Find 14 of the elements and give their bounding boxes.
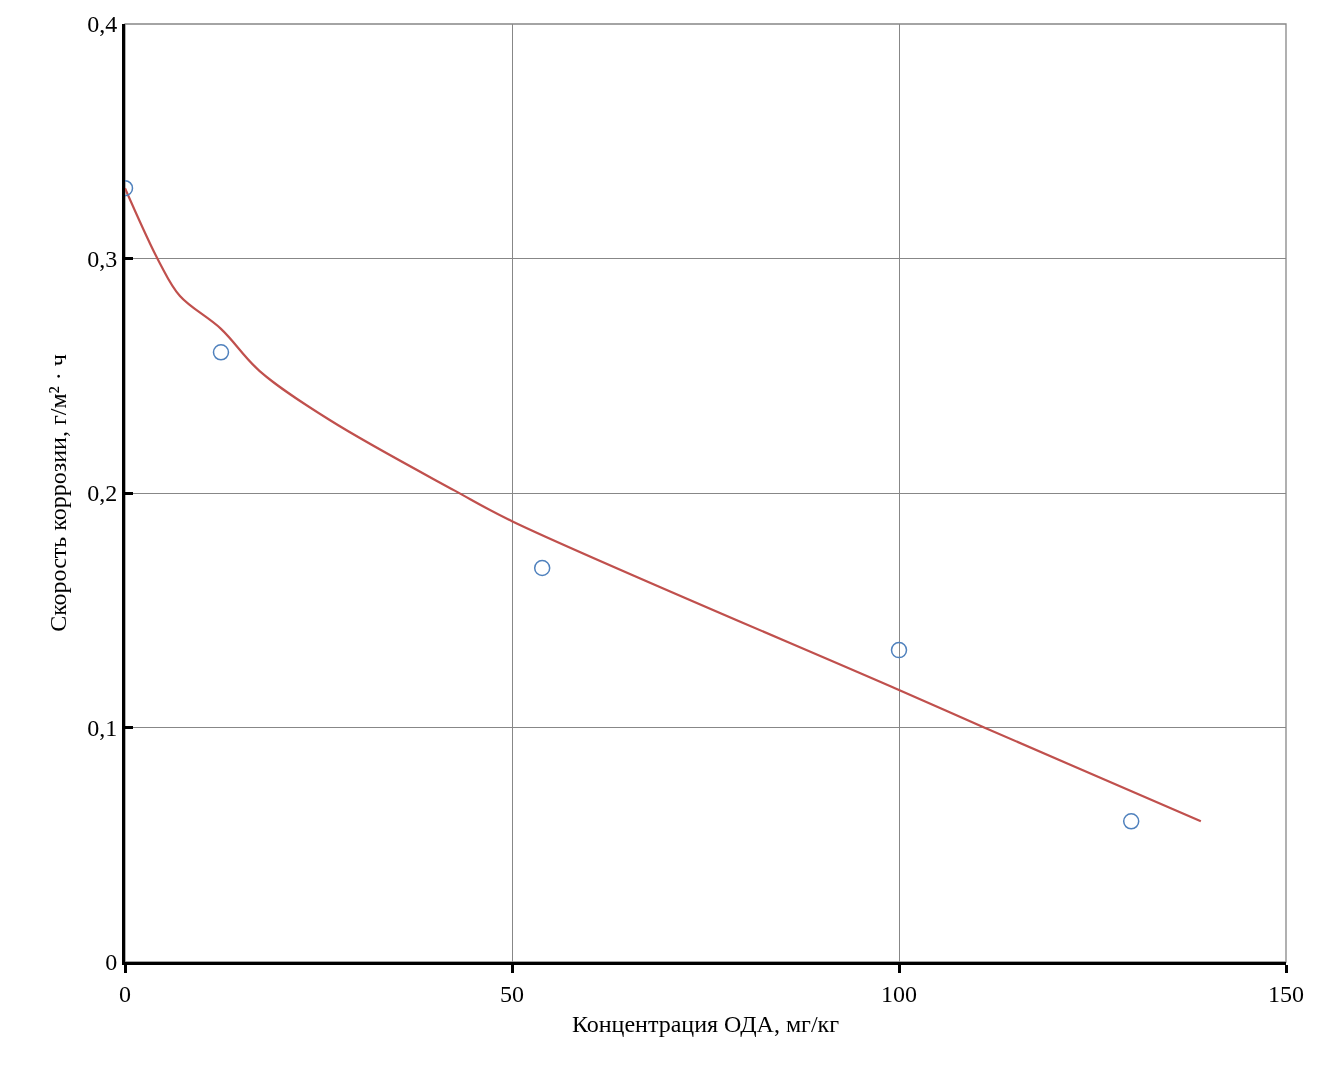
point xyxy=(212,344,230,361)
y-tick-label: 0,4 xyxy=(87,11,118,38)
x-tick-label: 50 xyxy=(500,980,524,1007)
x-tick-label: 100 xyxy=(881,980,917,1007)
point xyxy=(1122,813,1140,830)
x-axis-title: Концентрация ОДА, мг/кг xyxy=(571,1011,840,1038)
x-tick-label: 150 xyxy=(1268,980,1304,1007)
point xyxy=(533,559,551,577)
point xyxy=(890,641,908,659)
y-tick-label: 0 xyxy=(105,949,118,976)
y-tick-label: 0,1 xyxy=(87,714,118,741)
y-tick-label: 0,2 xyxy=(87,480,118,507)
y-axis-title: Скорость коррозии, г/м² · ч xyxy=(45,354,72,632)
y-tick-label: 0,3 xyxy=(87,245,118,272)
